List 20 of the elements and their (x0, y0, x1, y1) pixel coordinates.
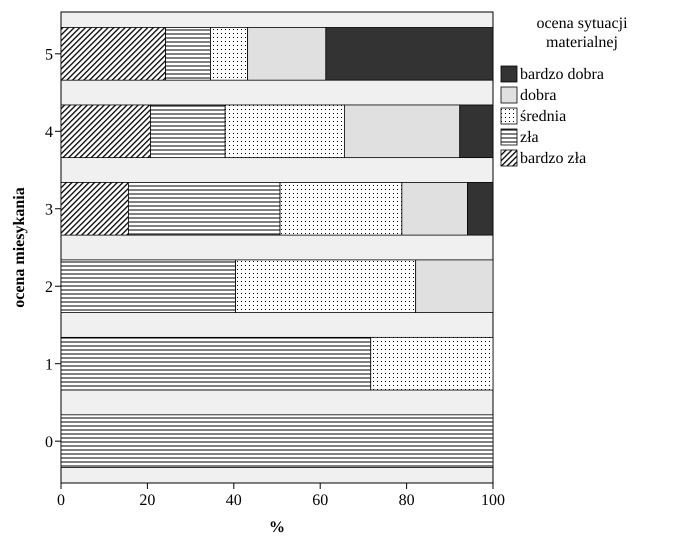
y-tick-label: 0 (45, 434, 53, 451)
x-tick-label: 80 (398, 492, 415, 509)
legend-label: średnia (520, 108, 566, 125)
legend-label: zła (520, 129, 539, 146)
y-tick-label: 2 (45, 278, 53, 296)
y-tick-label: 1 (45, 356, 53, 374)
legend-label: bardzo dobra (520, 66, 604, 83)
y-tick-label: 4 (45, 124, 53, 141)
y-tick-label: 5 (45, 46, 53, 64)
x-tick-label: 20 (139, 492, 156, 509)
legend-label: bardzo zła (520, 150, 586, 167)
legend-title: ocena sytuacji materialnej (535, 14, 629, 52)
y-tick-label: 3 (45, 201, 53, 218)
x-tick-label: 60 (312, 492, 328, 509)
x-tick-label: 40 (226, 492, 242, 509)
x-tick-label: 100 (481, 492, 505, 509)
x-tick-label: 0 (57, 492, 65, 509)
legend-label: dobra (520, 87, 556, 104)
x-axis-title: % (269, 519, 285, 536)
y-axis-title: ocena miesykania (11, 187, 28, 308)
